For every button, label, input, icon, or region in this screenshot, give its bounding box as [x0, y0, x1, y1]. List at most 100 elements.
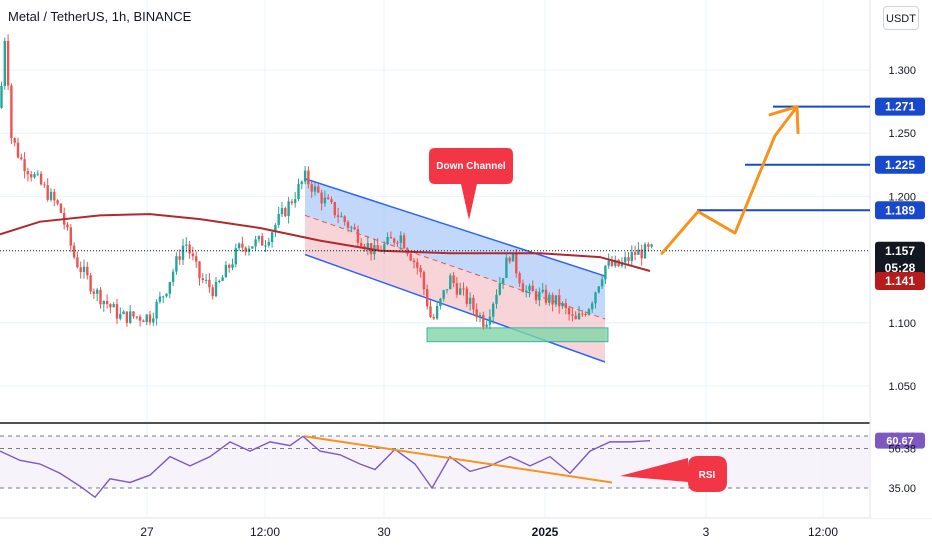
- candle-body: [204, 279, 208, 281]
- time-tick-label: 3: [703, 525, 710, 539]
- channel-lower-fill: [305, 215, 605, 362]
- ma-value-label: 1.141: [885, 274, 915, 288]
- rsi-line: [0, 435, 651, 499]
- rsi-callout: [620, 456, 727, 492]
- candle-body: [247, 248, 251, 252]
- candle-body: [630, 252, 633, 261]
- candle-body: [449, 275, 452, 290]
- candle-body: [96, 289, 99, 294]
- candle-body: [409, 253, 412, 261]
- candle-body: [162, 296, 165, 298]
- candle-body: [69, 227, 72, 246]
- candle-body: [46, 185, 49, 200]
- candle-body: [485, 324, 488, 327]
- candle-body: [429, 306, 432, 318]
- candle-body: [393, 238, 396, 243]
- candle-body: [554, 295, 558, 305]
- candle-body: [399, 235, 402, 243]
- candle-body: [402, 235, 406, 249]
- candle-body: [66, 224, 69, 228]
- down-channel-callout: [429, 148, 513, 220]
- candle-body: [129, 311, 132, 323]
- candle-body: [544, 289, 548, 303]
- candle-body: [244, 247, 247, 252]
- candle-body: [168, 282, 171, 294]
- candle-body: [313, 186, 317, 192]
- candle-body: [79, 267, 82, 273]
- candle-body: [432, 317, 435, 319]
- candle-body: [221, 277, 224, 281]
- candle-body: [343, 216, 346, 222]
- candle-body: [356, 229, 360, 243]
- channel-upper-line: [304, 177, 606, 277]
- candle-body: [567, 308, 571, 315]
- rsi-value-badge: [875, 432, 925, 449]
- candle-body: [297, 183, 300, 200]
- candle-body: [571, 314, 574, 316]
- candle-body: [294, 199, 297, 203]
- candle-body: [591, 303, 594, 310]
- level-badge: [875, 155, 925, 174]
- candle-body: [290, 201, 294, 203]
- price-tick-label: 1.300: [888, 65, 916, 77]
- candle-body: [158, 296, 162, 302]
- candle-body: [310, 184, 313, 192]
- price-tick-label: 1.100: [888, 318, 916, 330]
- candle-body: [498, 283, 501, 295]
- candle-body: [284, 208, 287, 217]
- candles-group: [0, 34, 653, 330]
- projection-path: [660, 105, 799, 255]
- candle-body: [251, 246, 254, 249]
- candle-body: [89, 275, 92, 292]
- candle-body: [482, 315, 485, 327]
- candle-body: [426, 289, 429, 307]
- candle-body: [254, 239, 257, 247]
- candle-body: [597, 286, 600, 293]
- candle-body: [16, 142, 20, 158]
- candle-body: [643, 244, 647, 259]
- candle-body: [445, 289, 449, 291]
- candle-body: [267, 242, 270, 246]
- candle-body: [257, 236, 261, 240]
- candle-body: [647, 244, 650, 247]
- rsi-band: [0, 436, 870, 488]
- candle-body: [462, 288, 465, 290]
- last-price-label: 1.157: [885, 244, 915, 258]
- currency-button[interactable]: USDT: [883, 6, 919, 30]
- candle-body: [534, 291, 538, 301]
- candle-body: [614, 259, 617, 266]
- candle-body: [198, 261, 201, 279]
- candle-body: [53, 191, 56, 201]
- candle-body: [396, 242, 399, 244]
- candle-body: [274, 224, 277, 233]
- candle-body: [551, 294, 554, 305]
- time-tick-label: 27: [140, 525, 154, 539]
- candle-body: [49, 191, 53, 200]
- candle-body: [501, 278, 505, 284]
- candle-body: [33, 174, 36, 178]
- candle-body: [548, 294, 551, 303]
- candle-body: [346, 221, 350, 228]
- candle-body: [386, 236, 389, 245]
- candle-body: [241, 243, 244, 248]
- candle-body: [92, 291, 96, 294]
- candle-body: [435, 306, 439, 319]
- candle-body: [109, 304, 112, 308]
- candle-body: [185, 244, 188, 246]
- candle-body: [36, 173, 39, 175]
- candle-body: [564, 303, 567, 309]
- time-tick-label: 2025: [532, 525, 559, 539]
- time-tick-label: 30: [377, 525, 391, 539]
- candle-body: [350, 227, 353, 229]
- candle-body: [208, 279, 211, 288]
- candle-body: [105, 300, 109, 305]
- candle-body: [455, 283, 459, 295]
- candle-body: [515, 253, 518, 274]
- candle-body: [228, 264, 231, 268]
- candle-body: [26, 171, 30, 175]
- candle-body: [624, 257, 627, 263]
- candle-body: [627, 257, 630, 261]
- rsi-tick-label: 35.00: [888, 483, 916, 495]
- candle-body: [508, 257, 511, 262]
- time-tick-label: 12:00: [808, 525, 838, 539]
